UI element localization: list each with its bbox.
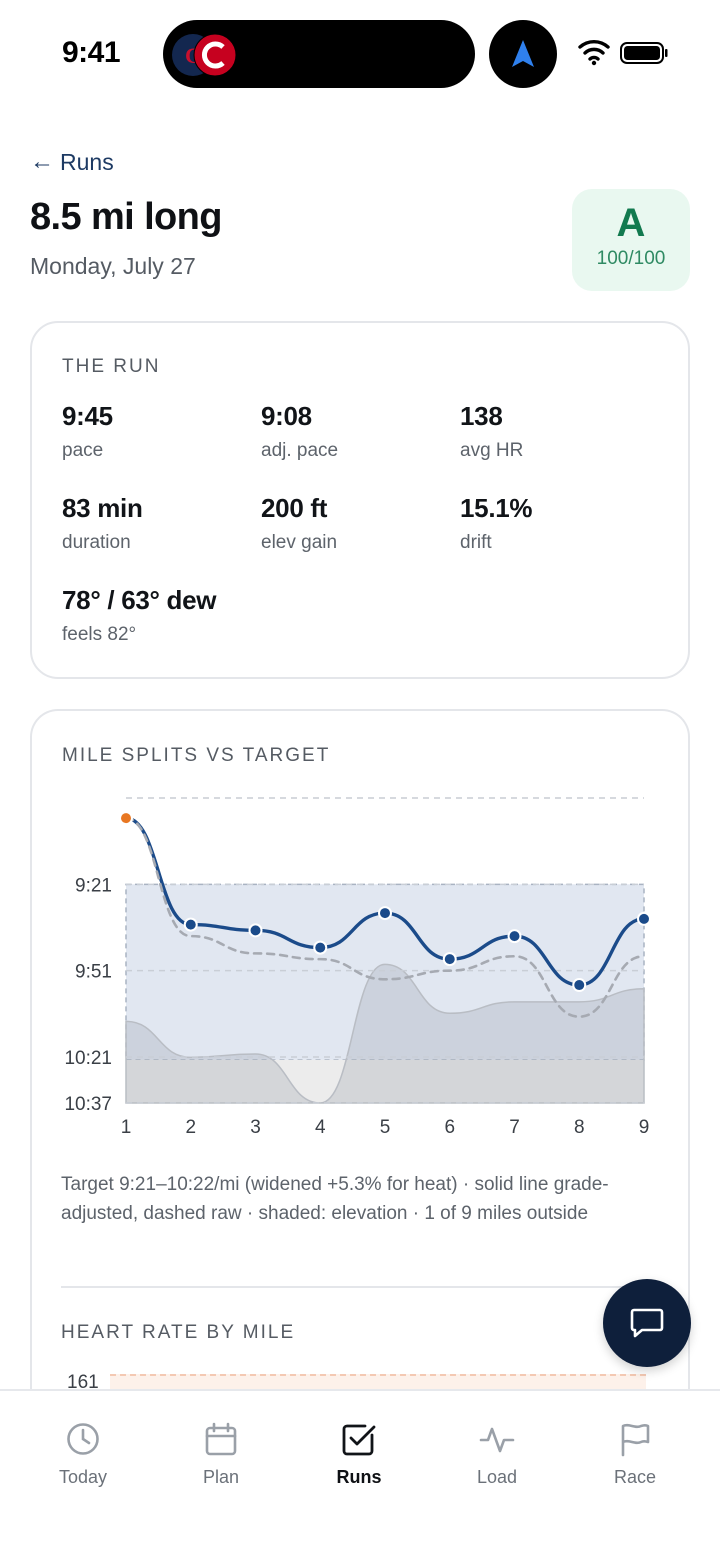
x-tick-label: 8 <box>574 1117 585 1138</box>
stat-elev-gain: 200 ft elev gain <box>261 493 337 554</box>
split-point <box>183 917 198 932</box>
stat-value: 83 min <box>62 493 143 523</box>
tab-label: Today <box>58 1467 108 1487</box>
raw-pace-line <box>124 816 646 1018</box>
tab-label: Runs <box>336 1467 382 1487</box>
back-label: Runs <box>60 148 114 175</box>
split-point <box>637 911 651 926</box>
y-tick-label: 10:37 <box>64 1094 112 1115</box>
stat-avg-hr: 138 avg HR <box>460 401 523 462</box>
tab-runs[interactable]: Runs <box>304 1421 414 1488</box>
dynamic-island: C <box>163 20 475 88</box>
back-to-runs-link[interactable]: ← Runs <box>30 148 114 176</box>
x-tick-label: 9 <box>639 1117 650 1138</box>
arrow-left-icon: ← <box>30 148 54 175</box>
y-tick-label: 10:21 <box>64 1048 112 1069</box>
split-point <box>507 929 522 944</box>
stat-label: drift <box>460 532 492 553</box>
chat-button[interactable] <box>603 1279 691 1367</box>
stat-adj-pace: 9:08 adj. pace <box>261 401 338 462</box>
stat-label: pace <box>62 440 104 461</box>
status-time: 9:41 <box>62 36 121 69</box>
split-point <box>119 811 133 826</box>
x-tick-label: 4 <box>315 1117 326 1138</box>
stat-weather: 78° / 63° dew feels 82° <box>62 585 217 646</box>
clock-icon <box>67 1423 99 1455</box>
stat-value: 9:08 <box>261 401 312 431</box>
battery-icon <box>620 42 668 64</box>
stat-value: 9:45 <box>62 401 113 431</box>
x-tick-label: 2 <box>185 1117 196 1138</box>
mile-splits-chart: 9:21 9:51 10:21 10:37 1 2 3 4 5 6 7 8 9 <box>64 797 651 1138</box>
x-tick-label: 1 <box>121 1117 132 1138</box>
splits-card-title: MILE SPLITS VS TARGET <box>62 745 331 766</box>
status-icons <box>578 40 668 66</box>
tab-bar: Today Plan Runs Load Race <box>0 1389 720 1561</box>
stat-label: feels 82° <box>62 624 137 645</box>
y-tick-label: 9:51 <box>75 962 112 983</box>
x-tick-label: 5 <box>380 1117 391 1138</box>
grade-letter: A <box>616 201 646 245</box>
split-point <box>313 940 328 955</box>
x-tick-label: 7 <box>509 1117 520 1138</box>
run-date: Monday, July 27 <box>30 253 196 279</box>
checkbox-icon <box>342 1424 376 1456</box>
tab-label: Plan <box>202 1467 240 1487</box>
split-point <box>442 952 457 967</box>
tab-load[interactable]: Load <box>442 1421 552 1488</box>
stat-duration: 83 min duration <box>62 493 143 554</box>
split-point <box>572 978 587 993</box>
stat-value: 200 ft <box>261 493 328 523</box>
section-divider <box>61 1286 659 1288</box>
elevation-area-background <box>126 1059 644 1103</box>
page-title: 8.5 mi long <box>30 196 222 238</box>
stat-value: 15.1% <box>460 493 533 523</box>
stat-label: avg HR <box>460 440 524 461</box>
split-point <box>248 923 263 938</box>
y-tick-label: 9:21 <box>75 875 112 896</box>
x-tick-label: 3 <box>250 1117 261 1138</box>
flag-icon <box>621 1423 650 1457</box>
x-tick-label: 6 <box>444 1117 455 1138</box>
stat-label: elev gain <box>261 532 338 553</box>
stat-drift: 15.1% drift <box>460 493 533 554</box>
split-point <box>378 906 392 921</box>
tab-label: Load <box>476 1467 518 1487</box>
stat-label: duration <box>62 532 131 553</box>
navigation-indicator <box>489 20 557 88</box>
heart-rate-title: HEART RATE BY MILE <box>61 1322 296 1343</box>
run-card-title: THE RUN <box>62 356 161 377</box>
grade-score: 100/100 <box>596 248 666 269</box>
tab-label: Race <box>613 1467 657 1487</box>
chat-bubble-icon <box>630 1308 664 1338</box>
run-summary-card: THE RUN 9:45 pace 9:08 adj. pace 138 avg… <box>30 321 690 679</box>
stat-value: 78° / 63° dew <box>62 585 217 615</box>
calendar-icon <box>205 1422 237 1456</box>
tab-plan[interactable]: Plan <box>166 1421 276 1488</box>
location-arrow-icon <box>512 40 534 67</box>
pulse-icon <box>479 1427 515 1453</box>
tab-today[interactable]: Today <box>28 1421 138 1488</box>
heart-rate-zone-band <box>110 1374 646 1390</box>
hr-y-tick: 161 <box>67 1372 99 1393</box>
chart-caption: Target 9:21–10:22/mi (widened +5.3% for … <box>61 1174 609 1224</box>
stat-pace: 9:45 pace <box>62 401 113 462</box>
stat-value: 138 <box>460 401 503 431</box>
grade-badge[interactable]: A 100/100 <box>572 189 690 291</box>
wifi-icon <box>578 40 610 66</box>
status-bar: 9:41 C <box>0 0 720 105</box>
stat-label: adj. pace <box>261 440 339 461</box>
team-logo-icon: C <box>172 33 237 77</box>
tab-race[interactable]: Race <box>580 1421 690 1488</box>
